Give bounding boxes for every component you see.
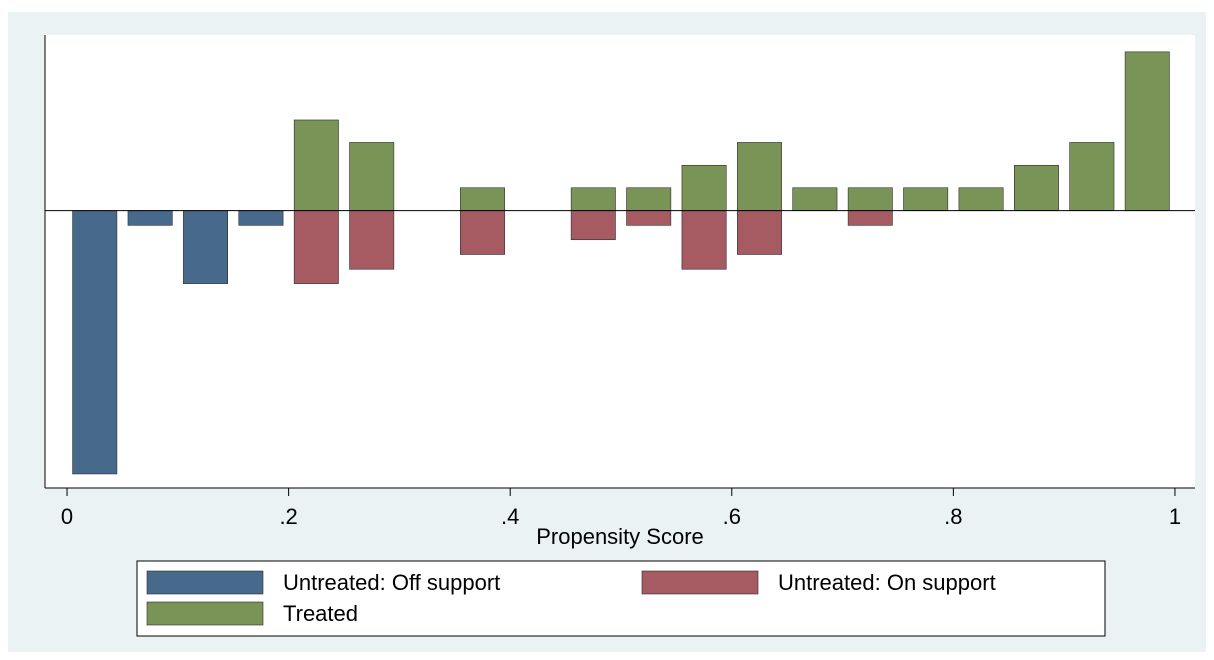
bar [737,210,782,255]
bar [847,187,893,211]
legend-label: Untreated: On support [778,570,996,595]
bar [293,210,339,284]
bar [903,187,949,211]
x-tick-label: .4 [501,504,519,529]
legend-swatch [146,570,264,595]
bar [293,119,339,211]
bar [681,164,727,211]
bar [570,210,616,241]
bar [681,210,727,270]
bar [1014,164,1059,211]
bar [570,187,616,211]
legend-swatch [146,601,264,626]
legend-swatch [641,570,759,595]
bar [72,210,118,475]
bar [1124,51,1170,211]
x-tick-label: .8 [944,504,962,529]
bar [737,142,782,211]
bar [626,210,672,226]
bar [460,187,505,211]
bar [127,210,173,226]
bar [460,210,505,255]
bar [183,210,228,284]
plot-area [45,35,1195,488]
bar [238,210,284,226]
x-tick-label: 1 [1169,504,1181,529]
legend-label: Treated [283,601,358,626]
legend-box [136,560,1106,637]
bar [792,187,838,211]
bar [958,187,1004,211]
bar [626,187,672,211]
bar [349,142,395,211]
x-tick-label: 0 [61,504,73,529]
x-axis-title: Propensity Score [536,524,704,549]
x-tick-label: .2 [279,504,297,529]
x-tick-label: .6 [723,504,741,529]
bar [349,210,395,270]
bar [1069,142,1115,211]
legend-label: Untreated: Off support [283,570,500,595]
bar [847,210,893,226]
